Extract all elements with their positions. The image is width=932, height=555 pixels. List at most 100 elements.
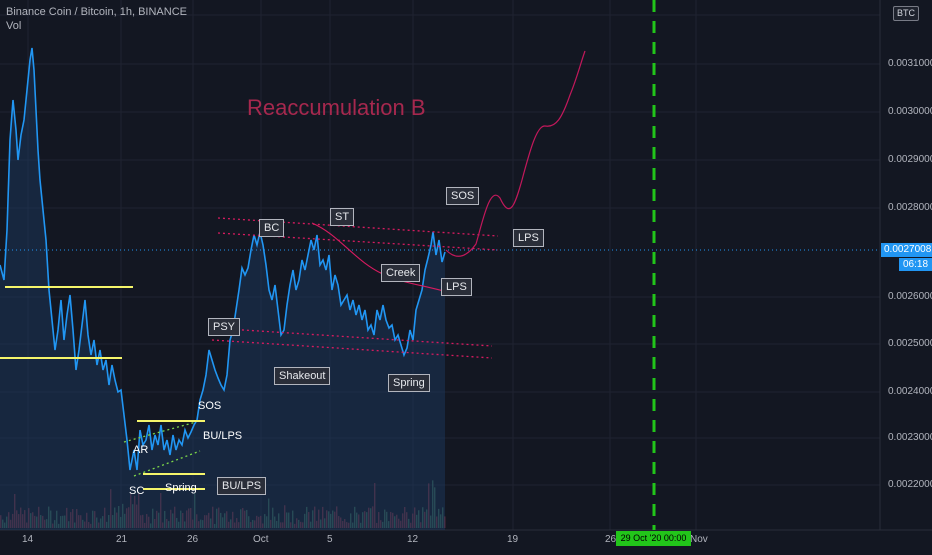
volume-bar	[154, 518, 156, 528]
annotation-psy[interactable]: PSY	[208, 318, 241, 336]
x-tick: Oct	[253, 534, 269, 545]
currency-badge[interactable]: BTC	[893, 6, 919, 21]
volume-bar	[42, 515, 44, 528]
bu-channel	[123, 421, 201, 477]
volume-bars	[0, 480, 446, 528]
volume-bar	[144, 522, 146, 528]
volume-bar	[392, 512, 394, 528]
volume-bar	[134, 495, 136, 528]
volume-bar	[276, 520, 278, 528]
volume-bar	[420, 522, 422, 528]
volume-bar	[146, 514, 148, 528]
volume-bar	[358, 514, 360, 528]
annotation-bc[interactable]: BC	[259, 219, 285, 237]
volume-bar	[152, 508, 154, 528]
annotation-bu-lps-box[interactable]: BU/LPS	[217, 477, 267, 495]
volume-bar	[0, 515, 2, 528]
volume-bar	[208, 512, 210, 528]
volume-bar	[402, 513, 404, 528]
volume-bar	[108, 515, 110, 528]
volume-bar	[424, 511, 426, 528]
chart-title-annotation[interactable]: Reaccumulation B	[247, 95, 426, 120]
volume-bar	[326, 510, 328, 528]
volume-bar	[48, 506, 50, 528]
volume-bar	[230, 519, 232, 528]
volume-bar	[124, 513, 126, 528]
annotation-ar[interactable]: AR	[133, 444, 149, 456]
volume-bar	[410, 522, 412, 528]
volume-bar	[18, 514, 20, 528]
volume-bar	[112, 515, 114, 528]
volume-bar	[314, 506, 316, 528]
volume-bar	[130, 493, 132, 528]
volume-bar	[132, 504, 134, 528]
volume-bar	[26, 522, 28, 528]
volume-bar	[400, 520, 402, 528]
volume-bar	[280, 522, 282, 528]
volume-bar	[90, 523, 92, 528]
volume-bar	[180, 510, 182, 528]
volume-bar	[160, 493, 162, 528]
volume-bar	[320, 519, 322, 528]
volume-bar	[292, 510, 294, 528]
annotation-spring-right[interactable]: Spring	[388, 374, 430, 392]
volume-bar	[350, 513, 352, 528]
volume-bar	[20, 507, 22, 528]
annotation-st[interactable]: ST	[330, 208, 355, 226]
volume-bar	[140, 515, 142, 528]
volume-bar	[338, 516, 340, 528]
volume-bar	[216, 508, 218, 528]
volume-bar	[266, 516, 268, 528]
volume-bar	[56, 510, 58, 528]
volume-bar	[300, 521, 302, 528]
volume-bar	[364, 511, 366, 528]
volume-bar	[438, 508, 440, 528]
volume-bar	[66, 507, 68, 528]
annotation-sos-left[interactable]: SOS	[198, 400, 222, 412]
volume-bar	[170, 509, 172, 528]
annotation-lps-mid[interactable]: LPS	[441, 278, 472, 296]
volume-bar	[186, 510, 188, 528]
annotation-shakeout[interactable]: Shakeout	[274, 367, 331, 385]
volume-bar	[92, 510, 94, 528]
volume-bar	[150, 523, 152, 528]
volume-bar	[10, 519, 12, 528]
volume-bar	[126, 508, 128, 528]
volume-bar	[408, 518, 410, 528]
volume-bar	[60, 516, 62, 528]
volume-bar	[68, 521, 70, 528]
annotation-creek[interactable]: Creek	[381, 264, 421, 282]
annotation-sos[interactable]: SOS	[446, 187, 480, 205]
volume-bar	[348, 522, 350, 528]
crosshair-date-tag: 29 Oct '20 00:00	[616, 531, 691, 546]
volume-bar	[296, 518, 298, 528]
y-tick: 0.0026000	[888, 291, 932, 302]
volume-bar	[274, 516, 276, 528]
y-tick: 0.0029000	[888, 154, 932, 165]
annotation-spring-left[interactable]: Spring	[165, 482, 197, 494]
volume-bar	[396, 514, 398, 528]
annotation-bu-lps[interactable]: BU/LPS	[203, 430, 243, 442]
volume-bar	[182, 513, 184, 528]
volume-bar	[168, 521, 170, 528]
volume-bar	[390, 511, 392, 528]
volume-bar	[88, 522, 90, 528]
volume-bar	[250, 522, 252, 528]
volume-bar	[200, 519, 202, 528]
volume-bar	[264, 514, 266, 528]
volume-bar	[434, 487, 436, 528]
annotation-lps-top[interactable]: LPS	[513, 229, 544, 247]
x-tick: 19	[507, 534, 519, 545]
volume-bar	[184, 521, 186, 528]
volume-bar	[78, 515, 80, 528]
volume-bar	[430, 515, 432, 528]
volume-bar	[102, 516, 104, 528]
volume-bar	[148, 516, 150, 528]
annotation-sc[interactable]: SC	[129, 485, 145, 497]
volume-bar	[444, 516, 446, 528]
volume-bar	[398, 518, 400, 528]
volume-bar	[222, 517, 224, 528]
volume-bar	[36, 516, 38, 528]
